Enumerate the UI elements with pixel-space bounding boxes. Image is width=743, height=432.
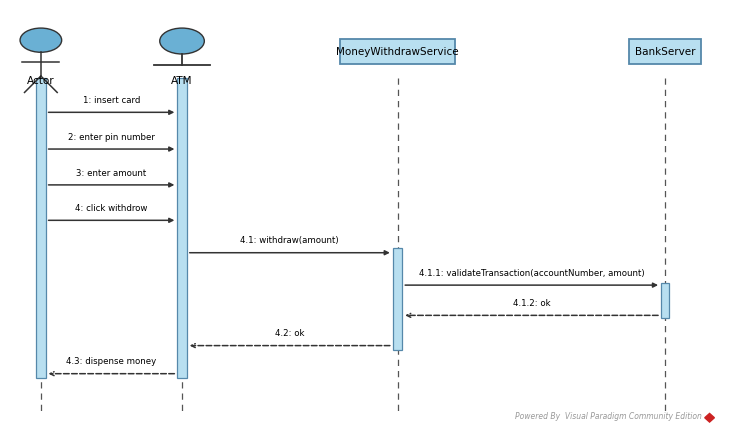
- Text: 4.2: ok: 4.2: ok: [275, 329, 305, 338]
- Text: 4.1: withdraw(amount): 4.1: withdraw(amount): [241, 236, 339, 245]
- Circle shape: [20, 28, 62, 52]
- Bar: [177, 78, 187, 378]
- Text: BankServer: BankServer: [635, 47, 695, 57]
- Text: 4.1.2: ok: 4.1.2: ok: [513, 299, 551, 308]
- Polygon shape: [704, 413, 714, 422]
- Text: Powered By  Visual Paradigm Community Edition: Powered By Visual Paradigm Community Edi…: [515, 412, 702, 421]
- Text: 4.1.1: validateTransaction(accountNumber, amount): 4.1.1: validateTransaction(accountNumber…: [419, 269, 644, 278]
- Text: MoneyWithdrawService: MoneyWithdrawService: [336, 47, 459, 57]
- Text: 2: enter pin number: 2: enter pin number: [68, 133, 155, 142]
- Text: 1: insert card: 1: insert card: [82, 96, 140, 105]
- Text: 4: click withdrow: 4: click withdrow: [75, 204, 148, 213]
- FancyBboxPatch shape: [340, 39, 455, 64]
- Text: 4.3: dispense money: 4.3: dispense money: [66, 357, 157, 366]
- Text: ATM: ATM: [172, 76, 192, 86]
- Circle shape: [160, 28, 204, 54]
- Bar: [661, 283, 669, 318]
- Text: 3: enter amount: 3: enter amount: [77, 168, 146, 178]
- Bar: [36, 78, 46, 378]
- FancyBboxPatch shape: [629, 39, 701, 64]
- Bar: [393, 248, 403, 350]
- Text: Actor: Actor: [27, 76, 55, 86]
